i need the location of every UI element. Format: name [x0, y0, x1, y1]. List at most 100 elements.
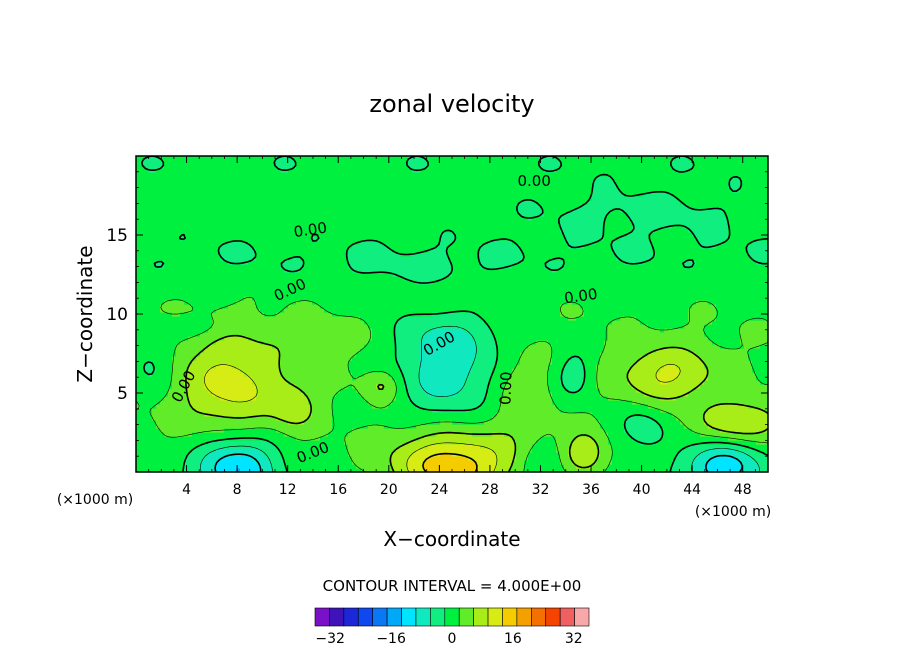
- field-cell: [576, 360, 581, 365]
- field-cell: [296, 428, 301, 433]
- field-cell: [756, 412, 761, 417]
- field-cell: [464, 456, 469, 461]
- field-cell: [480, 404, 485, 409]
- field-cell: [640, 372, 645, 377]
- field-cell: [452, 416, 457, 421]
- field-cell: [668, 428, 673, 433]
- field-cell: [500, 400, 505, 405]
- field-cell: [360, 352, 365, 357]
- field-cell: [620, 412, 625, 417]
- field-cell: [200, 344, 205, 349]
- field-cell: [524, 416, 529, 421]
- field-cell: [292, 392, 297, 397]
- field-cell: [216, 432, 221, 437]
- field-cell: [340, 412, 345, 417]
- field-cell: [640, 348, 645, 353]
- field-cell: [600, 468, 605, 472]
- field-cell: [524, 400, 529, 405]
- field-cell: [556, 440, 561, 445]
- field-cell: [556, 376, 561, 381]
- field-cell: [276, 404, 281, 409]
- field-cell: [376, 468, 381, 472]
- field-cell: [736, 364, 741, 369]
- field-cell: [708, 408, 713, 413]
- field-cell: [524, 436, 529, 441]
- field-cell: [424, 388, 429, 393]
- field-cell: [448, 352, 453, 357]
- field-cell: [216, 420, 221, 425]
- field-cell: [572, 416, 577, 421]
- field-cell: [204, 348, 209, 353]
- field-cell: [728, 416, 733, 421]
- field-cell: [668, 364, 673, 369]
- field-cell: [300, 356, 305, 361]
- field-cell: [640, 392, 645, 397]
- field-cell: [392, 456, 397, 461]
- field-cell: [216, 404, 221, 409]
- field-cell: [600, 380, 605, 385]
- field-cell: [564, 436, 569, 441]
- field-cell: [652, 424, 657, 429]
- field-cell: [748, 460, 753, 465]
- field-cell: [252, 380, 257, 385]
- field-cell: [464, 400, 469, 405]
- field-cell: [660, 436, 665, 441]
- field-cell: [724, 396, 729, 401]
- field-cell: [300, 408, 305, 413]
- field-cell: [480, 356, 485, 361]
- field-cell: [732, 356, 737, 361]
- field-cell: [392, 400, 397, 405]
- field-cell: [236, 440, 241, 445]
- field-cell: [548, 452, 553, 457]
- field-cell: [380, 448, 385, 453]
- field-cell: [612, 440, 617, 445]
- field-cell: [580, 388, 585, 393]
- field-cell: [748, 412, 753, 417]
- field-cell: [152, 448, 157, 453]
- field-cell: [672, 392, 677, 397]
- field-cell: [304, 412, 309, 417]
- field-cell: [204, 468, 209, 472]
- field-cell: [508, 408, 513, 413]
- field-cell: [752, 400, 757, 405]
- field-cell: [588, 380, 593, 385]
- field-cell: [148, 448, 153, 453]
- field-cell: [752, 356, 757, 361]
- field-cell: [476, 456, 481, 461]
- field-cell: [404, 360, 409, 365]
- field-cell: [400, 396, 405, 401]
- field-cell: [168, 400, 173, 405]
- field-cell: [388, 352, 393, 357]
- field-cell: [576, 456, 581, 461]
- field-cell: [152, 400, 157, 405]
- field-cell: [304, 416, 309, 421]
- field-cell: [284, 388, 289, 393]
- field-cell: [572, 356, 577, 361]
- field-cell: [336, 404, 341, 409]
- field-cell: [316, 352, 321, 357]
- field-cell: [452, 360, 457, 365]
- field-cell: [524, 372, 529, 377]
- field-cell: [748, 380, 753, 385]
- field-cell: [300, 360, 305, 365]
- field-cell: [268, 424, 273, 429]
- field-cell: [420, 456, 425, 461]
- field-cell: [400, 392, 405, 397]
- field-cell: [584, 460, 589, 465]
- field-cell: [496, 464, 501, 469]
- field-cell: [336, 400, 341, 405]
- field-cell: [380, 356, 385, 361]
- field-cell: [516, 464, 521, 469]
- field-cell: [480, 424, 485, 429]
- field-cell: [384, 408, 389, 413]
- field-cell: [200, 428, 205, 433]
- field-cell: [416, 380, 421, 385]
- field-cell: [296, 468, 301, 472]
- field-cell: [352, 424, 357, 429]
- field-cell: [720, 460, 725, 465]
- field-cell: [612, 416, 617, 421]
- field-cell: [432, 352, 437, 357]
- field-cell: [556, 452, 561, 457]
- field-cell: [536, 460, 541, 465]
- field-cell: [196, 360, 201, 365]
